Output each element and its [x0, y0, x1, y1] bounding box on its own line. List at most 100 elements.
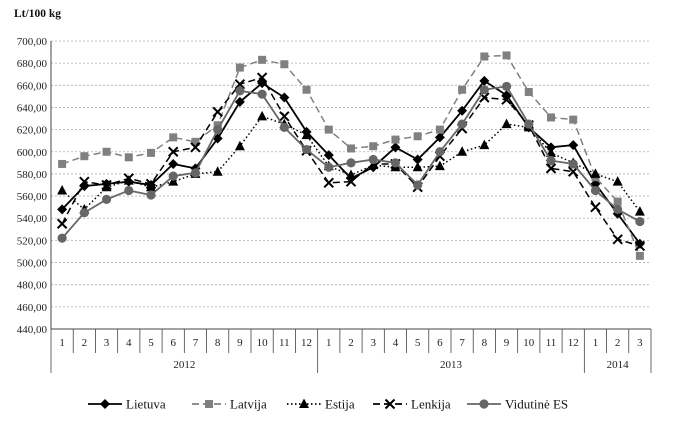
- data-point: [145, 178, 157, 190]
- data-point: [213, 125, 223, 135]
- data-point-stroke: [190, 142, 201, 153]
- data-point: [457, 105, 468, 116]
- data-point: [413, 132, 422, 141]
- data-point: [279, 122, 289, 132]
- data-point: [479, 75, 490, 86]
- data-point: [613, 204, 623, 214]
- legend-item: Vidutinė ES: [467, 397, 568, 412]
- data-point: [234, 96, 245, 107]
- data-point: [301, 129, 312, 140]
- year-label: 2014: [607, 359, 630, 371]
- y-tick-label: 580,00: [17, 169, 48, 181]
- y-tick-label: 440,00: [17, 324, 48, 336]
- data-point: [479, 139, 490, 150]
- x-tick-label: 2: [82, 337, 88, 349]
- data-point: [458, 85, 467, 94]
- data-point: [301, 144, 312, 155]
- legend-label: Vidutinė ES: [505, 397, 568, 412]
- data-point: [168, 146, 179, 157]
- data-point: [79, 176, 90, 187]
- data-point-stroke: [479, 92, 490, 103]
- x-tick-label: 7: [459, 337, 465, 349]
- data-point-stroke: [123, 173, 134, 184]
- data-point: [634, 240, 646, 252]
- data-point: [524, 119, 534, 129]
- y-tick-label: 620,00: [17, 125, 48, 137]
- data-point: [146, 190, 156, 200]
- data-point: [56, 218, 68, 229]
- data-point: [280, 60, 289, 69]
- legend-label: Lietuva: [126, 397, 166, 412]
- data-point-stroke: [145, 178, 157, 190]
- x-tick-label: 6: [437, 337, 443, 349]
- x-tick-label: 8: [482, 337, 488, 349]
- legend-label: Latvija: [230, 397, 267, 412]
- data-point: [258, 55, 267, 64]
- data-point: [234, 78, 246, 90]
- data-point: [613, 197, 622, 206]
- data-point: [205, 400, 213, 408]
- x-tick-label: 1: [326, 337, 332, 349]
- data-point: [279, 111, 290, 122]
- data-point-stroke: [345, 176, 357, 187]
- data-point: [634, 206, 645, 216]
- x-tick-label: 5: [415, 337, 421, 349]
- data-point: [480, 52, 489, 61]
- data-point: [57, 204, 68, 215]
- data-point: [80, 152, 89, 161]
- data-point-stroke: [256, 72, 268, 83]
- data-point: [590, 185, 601, 196]
- data-point: [102, 147, 111, 156]
- series-group: [56, 51, 646, 260]
- data-point-stroke: [590, 201, 601, 213]
- x-tick-label: 4: [126, 337, 132, 349]
- data-point: [302, 85, 311, 94]
- data-point: [345, 176, 357, 187]
- data-point: [590, 168, 601, 178]
- data-point: [147, 148, 155, 157]
- x-tick-label: 11: [546, 337, 557, 349]
- data-point: [612, 176, 623, 186]
- x-tick-label: 2: [348, 337, 354, 349]
- data-point: [435, 147, 445, 157]
- series-latvija: [58, 51, 644, 260]
- data-point-stroke: [384, 398, 396, 410]
- x-tick-label: 7: [193, 337, 199, 349]
- data-point: [279, 92, 290, 103]
- x-tick-label: 5: [148, 337, 154, 349]
- y-tick-label: 640,00: [17, 102, 48, 114]
- y-tick-label: 520,00: [17, 235, 48, 247]
- data-point: [346, 158, 356, 168]
- data-point: [299, 398, 309, 408]
- legend-label: Lenkija: [411, 397, 451, 412]
- x-tick-label: 1: [59, 337, 65, 349]
- data-point: [368, 154, 378, 165]
- x-tick-label: 3: [104, 337, 110, 349]
- data-point: [57, 233, 67, 243]
- legend-item: Latvija: [192, 397, 267, 412]
- data-point: [479, 399, 489, 409]
- data-point: [635, 251, 644, 260]
- series-lenkija: [56, 72, 646, 252]
- data-point-stroke: [501, 94, 512, 105]
- series-vidutin-es: [57, 81, 645, 243]
- grid: 440,00 460,00 480,00 500,00 520,00 540,00 560,…: [17, 36, 651, 336]
- data-point-stroke: [212, 106, 223, 118]
- data-point: [235, 63, 244, 72]
- data-point: [479, 85, 489, 95]
- data-point: [168, 176, 179, 186]
- data-point: [384, 398, 396, 410]
- x-tick-label: 9: [504, 337, 510, 349]
- data-point: [501, 81, 512, 92]
- data-point: [169, 133, 178, 142]
- data-point: [547, 113, 555, 122]
- data-point: [635, 216, 645, 227]
- data-point: [524, 87, 533, 96]
- data-point: [568, 159, 578, 169]
- data-point: [146, 181, 156, 192]
- data-point: [612, 234, 623, 245]
- y-tick-label: 660,00: [17, 80, 48, 92]
- data-point: [347, 144, 355, 153]
- y-tick-label: 680,00: [17, 58, 48, 70]
- data-point: [257, 110, 268, 121]
